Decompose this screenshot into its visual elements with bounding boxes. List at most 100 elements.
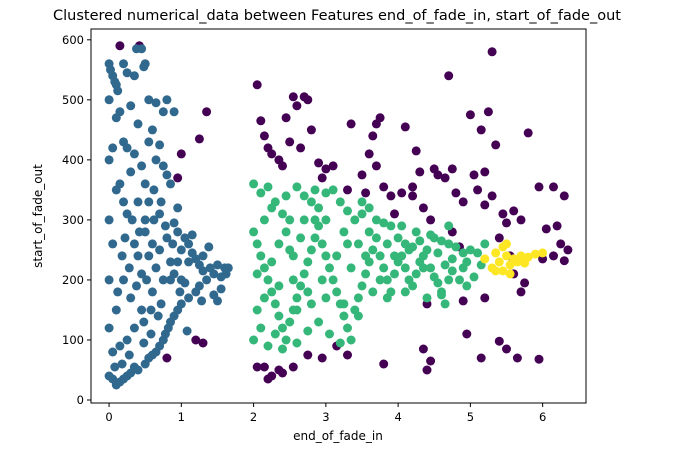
scatter-point <box>440 260 450 270</box>
scatter-point <box>158 107 168 117</box>
scatter-point <box>249 227 259 237</box>
scatter-point <box>491 248 501 258</box>
scatter-point <box>480 239 490 249</box>
scatter-point <box>458 248 468 258</box>
y-axis: 0 100 200 300 400 500 600 <box>62 33 91 407</box>
scatter-point <box>465 110 475 120</box>
scatter-point <box>516 287 526 297</box>
scatter-point <box>346 119 356 129</box>
scatter-point <box>390 269 399 279</box>
scatter-point <box>404 245 414 255</box>
scatter-point <box>538 248 548 258</box>
scatter-point <box>133 197 143 207</box>
scatter-point <box>252 362 262 372</box>
scatter-point <box>411 269 421 279</box>
scatter-point <box>530 249 540 259</box>
scatter-point <box>274 281 284 291</box>
scatter-point <box>198 338 208 348</box>
scatter-point <box>267 203 277 213</box>
scatter-point <box>480 254 490 264</box>
scatter-point <box>119 197 128 207</box>
x-tick-label: 6 <box>539 410 546 424</box>
scatter-point <box>176 149 186 159</box>
scatter-point <box>379 218 389 228</box>
scatter-point <box>371 161 381 171</box>
scatter-point <box>113 86 123 96</box>
scatter-point <box>252 269 262 279</box>
scatter-point <box>491 140 501 150</box>
chart-title: Clustered numerical_data between Feature… <box>53 8 621 24</box>
scatter-point <box>520 258 530 268</box>
scatter-point <box>292 182 302 192</box>
x-tick-label: 0 <box>105 410 112 424</box>
scatter-point <box>480 167 490 177</box>
scatter-point <box>364 149 374 159</box>
scatter-point <box>411 146 421 156</box>
scatter-point <box>303 350 313 360</box>
scatter-point <box>144 197 154 207</box>
scatter-point <box>426 356 436 366</box>
scatter-point <box>549 182 558 192</box>
scatter-point <box>108 347 118 357</box>
scatter-point <box>191 287 201 297</box>
scatter-point <box>310 215 320 225</box>
scatter-point <box>299 215 309 225</box>
scatter-point <box>393 233 403 243</box>
scatter-point <box>149 215 159 225</box>
x-axis: 0 1 2 3 4 5 6 <box>105 403 546 424</box>
scatter-point <box>281 113 291 123</box>
x-tick-label: 4 <box>394 410 401 424</box>
scatter-point <box>346 263 356 273</box>
scatter-point <box>184 239 194 249</box>
scatter-point <box>281 227 291 237</box>
scatter-point <box>129 323 139 333</box>
scatter-point <box>176 245 186 255</box>
scatter-point <box>146 305 156 315</box>
scatter-point <box>418 263 428 273</box>
scatter-point <box>469 170 479 180</box>
scatter-point <box>364 203 374 213</box>
scatter-point <box>182 326 192 336</box>
x-axis-label: end_of_fade_in <box>293 429 383 443</box>
scatter-point <box>124 350 134 360</box>
scatter-point <box>124 263 134 273</box>
y-tick-label: 600 <box>62 33 84 47</box>
scatter-point <box>122 209 132 219</box>
scatter-point <box>137 269 147 279</box>
scatter-point <box>487 191 497 201</box>
scatter-point <box>155 209 165 219</box>
scatter-point <box>458 296 468 306</box>
scatter-point <box>126 167 136 177</box>
scatter-point <box>418 344 428 354</box>
scatter-point <box>104 155 114 165</box>
scatter-point <box>115 41 125 51</box>
y-tick-label: 100 <box>62 333 84 347</box>
scatter-point <box>397 221 407 231</box>
scatter-point <box>115 107 125 117</box>
scatter-point <box>259 263 269 273</box>
scatter-point <box>213 296 222 306</box>
scatter-point <box>137 161 147 171</box>
scatter-point <box>339 311 349 321</box>
scatter-point <box>129 149 139 159</box>
scatter-point <box>194 134 204 144</box>
scatter-point <box>357 197 367 207</box>
scatter-point <box>502 251 511 261</box>
scatter-point <box>180 278 190 288</box>
scatter-point <box>197 296 207 306</box>
scatter-point <box>371 233 381 243</box>
scatter-point <box>314 317 324 327</box>
scatter-point <box>104 275 114 285</box>
scatter-point <box>357 281 367 291</box>
scatter-point <box>213 260 222 270</box>
cluster-3-series <box>480 239 548 279</box>
scatter-point <box>444 71 454 81</box>
scatter-point <box>440 173 450 183</box>
scatter-point <box>476 353 486 363</box>
scatter-point <box>184 293 194 303</box>
scatter-point <box>426 215 436 225</box>
scatter-point <box>158 275 168 285</box>
scatter-point <box>299 269 309 279</box>
scatter-point <box>494 233 504 243</box>
scatter-point <box>447 266 457 276</box>
